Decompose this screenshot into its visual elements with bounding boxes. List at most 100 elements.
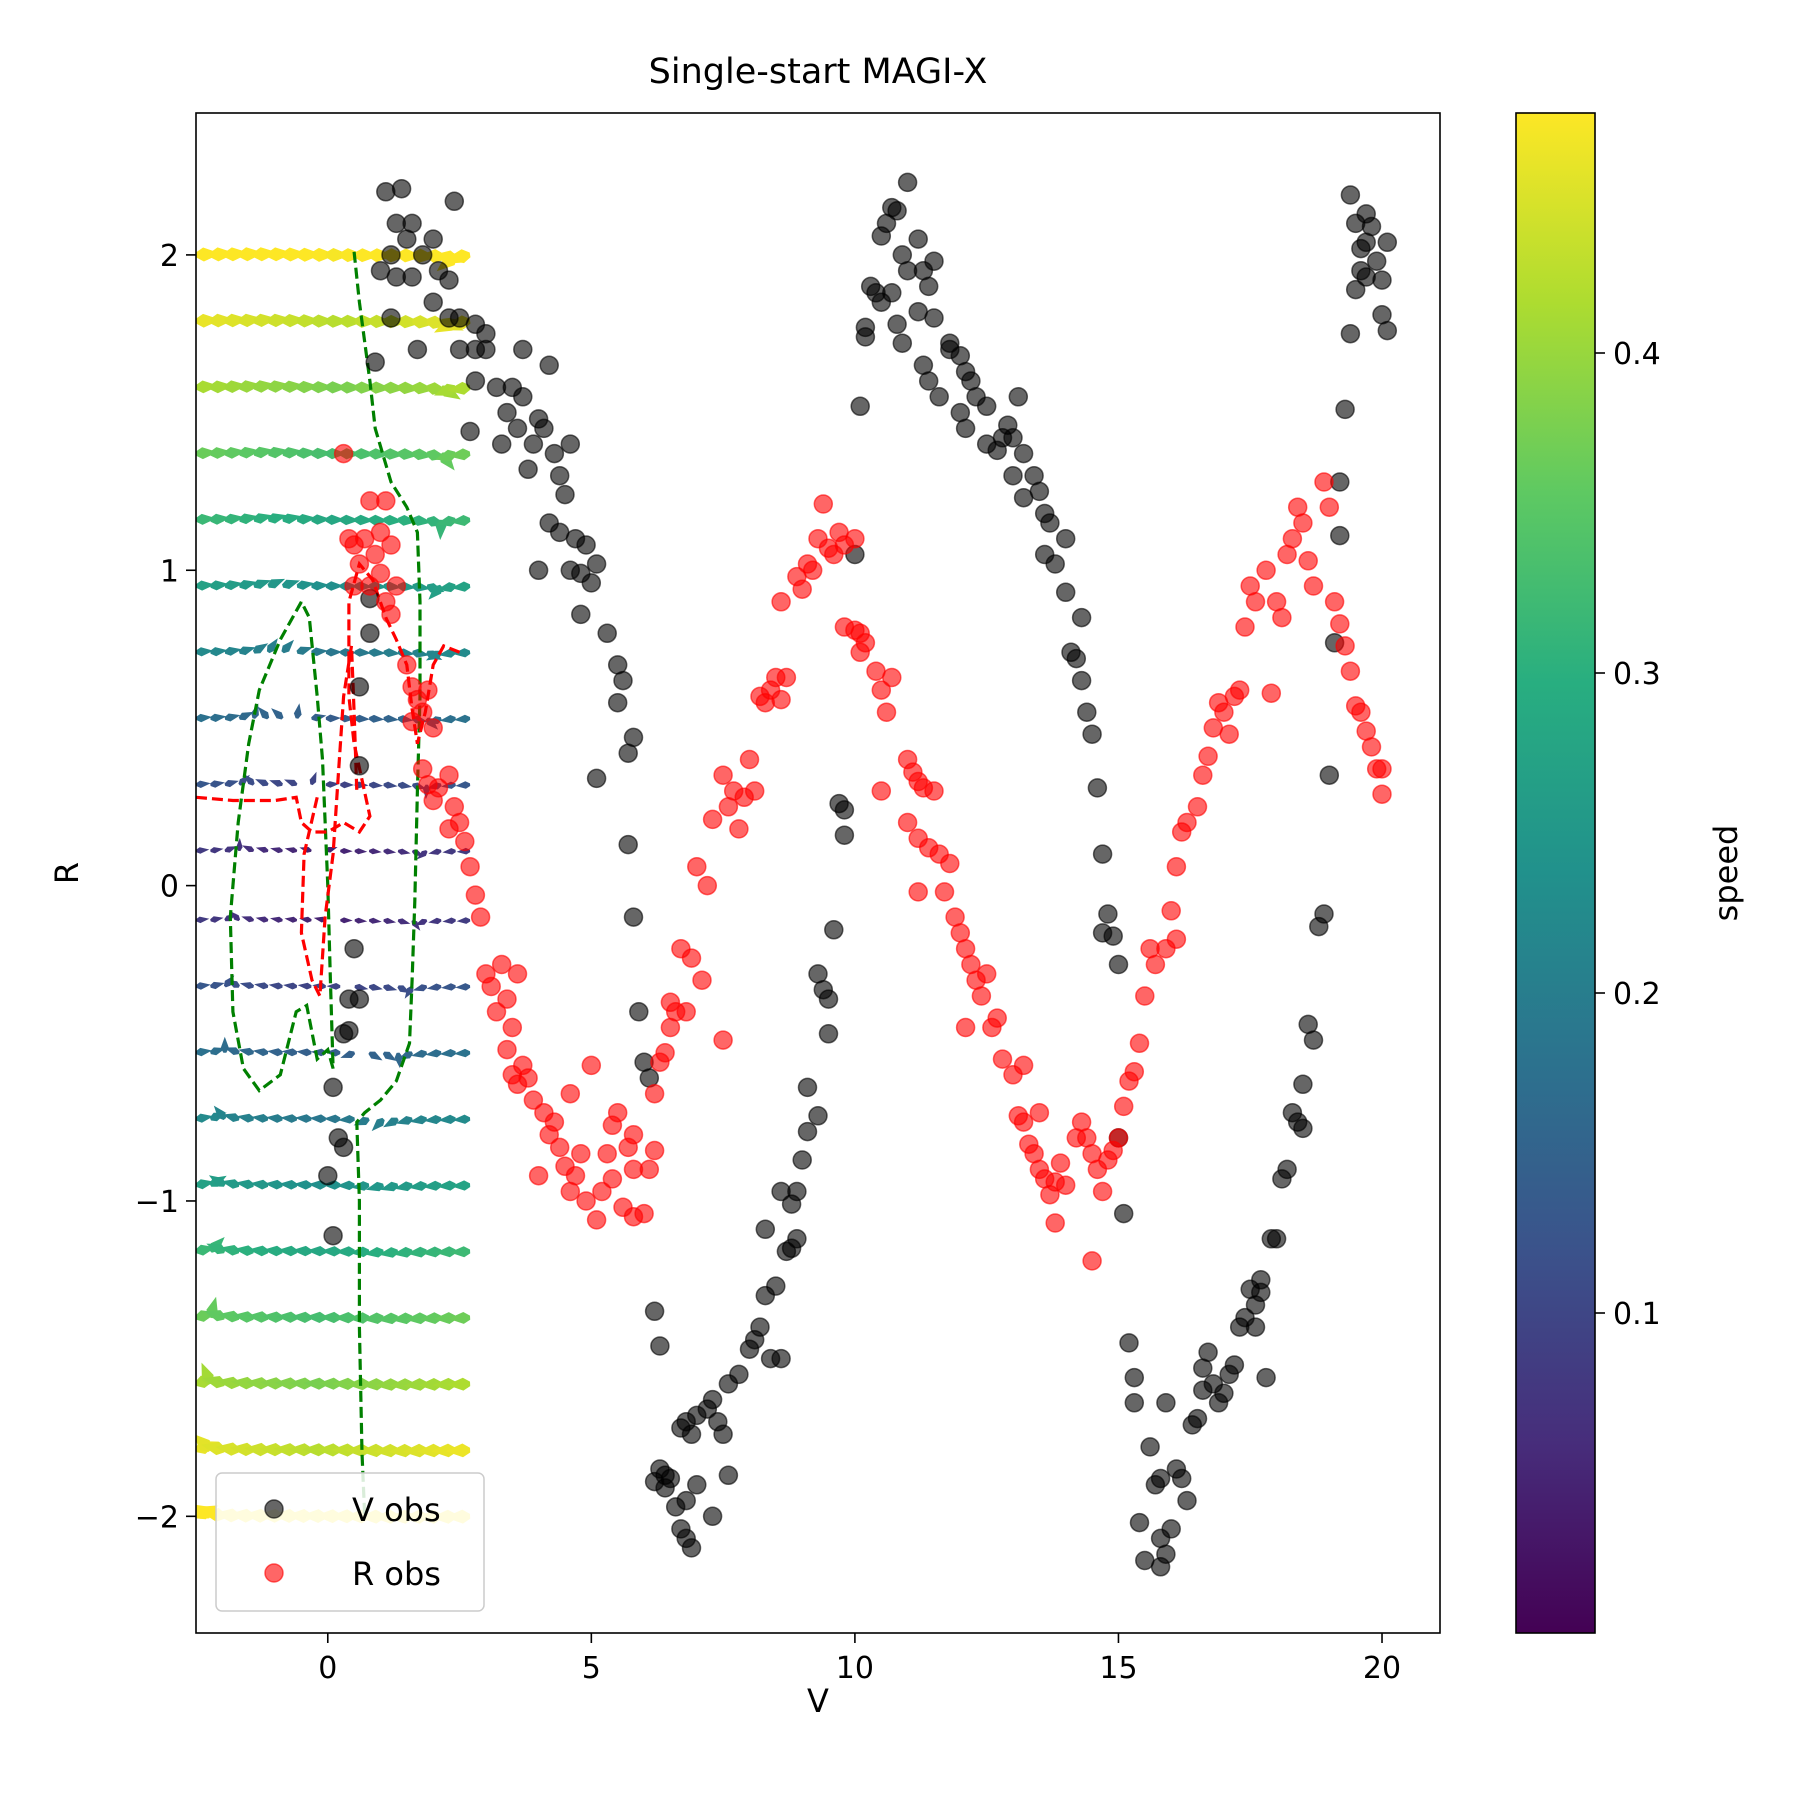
v-obs-point xyxy=(365,352,385,372)
quiver-arrow xyxy=(428,917,442,925)
quiver-arrow xyxy=(354,714,370,723)
quiver-arrow xyxy=(311,647,328,657)
quiver-arrow xyxy=(239,446,261,459)
quiver-arrow xyxy=(290,1311,312,1323)
r-obs-point xyxy=(1166,929,1187,949)
quiver-arrow xyxy=(395,1116,413,1125)
v-obs-point xyxy=(1214,1383,1234,1404)
quiver-arrow xyxy=(310,1048,326,1057)
r-obs-point xyxy=(1187,797,1208,817)
r-obs-point xyxy=(1314,472,1334,492)
quiver-arrow xyxy=(297,982,312,990)
v-obs-point xyxy=(513,387,533,407)
quiver-arrow xyxy=(397,248,423,263)
quiver-arrow xyxy=(434,383,457,396)
r-obs-point xyxy=(1166,856,1187,877)
v-obs-point xyxy=(349,677,370,697)
colorbar-tick-label: 0.1 xyxy=(1613,1297,1661,1332)
quiver-arrow xyxy=(296,380,320,394)
r-obs-point xyxy=(713,1030,733,1050)
quiver-arrow xyxy=(210,380,234,394)
quiver-arrow xyxy=(210,313,235,328)
quiver-arrow xyxy=(436,1180,456,1191)
quiver-arrow xyxy=(261,1311,283,1323)
v-obs-point xyxy=(1098,904,1118,924)
v-obs-point xyxy=(755,1219,776,1240)
quiver-arrow xyxy=(239,513,259,525)
quiver-arrow xyxy=(438,1114,456,1124)
quiver-arrow xyxy=(325,714,341,723)
r-obs-point xyxy=(871,781,892,801)
r-obs-point xyxy=(713,765,733,785)
r-obs-point xyxy=(1245,592,1266,612)
quiver-arrow xyxy=(394,1181,413,1192)
v-obs-point xyxy=(1103,926,1123,946)
r-obs-point xyxy=(802,560,823,581)
v-obs-point xyxy=(344,938,364,959)
quiver-arrow xyxy=(278,1180,298,1190)
colorbar: 0.1 0.2 0.3 0.4 speed xyxy=(1515,112,1745,1634)
quiver-arrow xyxy=(296,314,321,328)
r-obs-point xyxy=(549,1137,570,1158)
quiver-arrow xyxy=(294,1114,312,1123)
quiver-arrow xyxy=(224,780,239,788)
r-obs-point xyxy=(792,579,812,599)
r-obs-point xyxy=(1161,901,1181,921)
v-obs-point xyxy=(1129,1512,1150,1533)
quiver-arrow xyxy=(359,1443,384,1458)
v-obs-point xyxy=(349,756,370,776)
quiver-arrow xyxy=(196,1047,212,1057)
v-obs-point xyxy=(713,1424,733,1445)
green-dashed-trajectory xyxy=(228,601,335,1093)
r-obs-point xyxy=(428,778,449,798)
quiver-arrow xyxy=(216,1376,240,1390)
colorbar-label: speed xyxy=(1707,825,1745,922)
v-obs-point xyxy=(1045,554,1065,574)
green-dashed-trajectory xyxy=(352,251,422,1517)
v-obs-point xyxy=(1071,607,1092,628)
r-obs-point xyxy=(1340,661,1361,681)
v-obs-point xyxy=(1256,1367,1276,1388)
quiver-arrow xyxy=(340,314,364,328)
r-obs-point xyxy=(571,1143,591,1164)
r-obs-point xyxy=(1193,765,1213,785)
v-obs-point xyxy=(349,989,370,1009)
quiver-arrow xyxy=(383,448,405,460)
quiver-arrow xyxy=(442,917,456,924)
quiver-arrow xyxy=(221,1179,240,1189)
quiver-arrow xyxy=(439,715,456,724)
quiver-arrow xyxy=(224,247,250,262)
quiver-arrow xyxy=(333,1312,355,1324)
v-obs-point xyxy=(1245,1317,1266,1337)
quiver-arrow xyxy=(354,848,368,855)
v-obs-point xyxy=(955,418,976,439)
quiver-arrow xyxy=(378,1247,399,1258)
quiver-arrow xyxy=(325,514,346,525)
quiver-arrow xyxy=(354,983,369,991)
quiver-arrow xyxy=(412,648,430,658)
quiver-arrow xyxy=(412,582,431,592)
r-obs-point xyxy=(581,1055,602,1076)
r-obs-point xyxy=(976,964,997,984)
quiver-arrow xyxy=(267,446,289,459)
v-obs-point xyxy=(908,229,928,249)
r-obs-point xyxy=(739,749,760,770)
quiver-arrow xyxy=(455,781,471,789)
v-obs-point xyxy=(412,245,433,265)
r-obs-point xyxy=(955,1017,976,1038)
v-obs-point xyxy=(1082,724,1102,744)
quiver-arrow xyxy=(383,984,398,991)
r-obs-point xyxy=(560,1181,581,1202)
quiver-arrow xyxy=(196,847,210,854)
quiver-arrow xyxy=(296,646,313,655)
legend-marker-r-obs xyxy=(264,1563,284,1583)
quiver-arrow xyxy=(375,1378,399,1391)
v-obs-point xyxy=(513,339,533,360)
quiver-arrow xyxy=(196,580,215,591)
quiver-arrow xyxy=(335,1246,355,1257)
quiver-arrow xyxy=(267,513,288,524)
r-obs-point xyxy=(502,1017,523,1038)
v-obs-point xyxy=(729,1364,749,1385)
r-obs-point xyxy=(597,1143,617,1164)
r-obs-point xyxy=(455,831,475,852)
